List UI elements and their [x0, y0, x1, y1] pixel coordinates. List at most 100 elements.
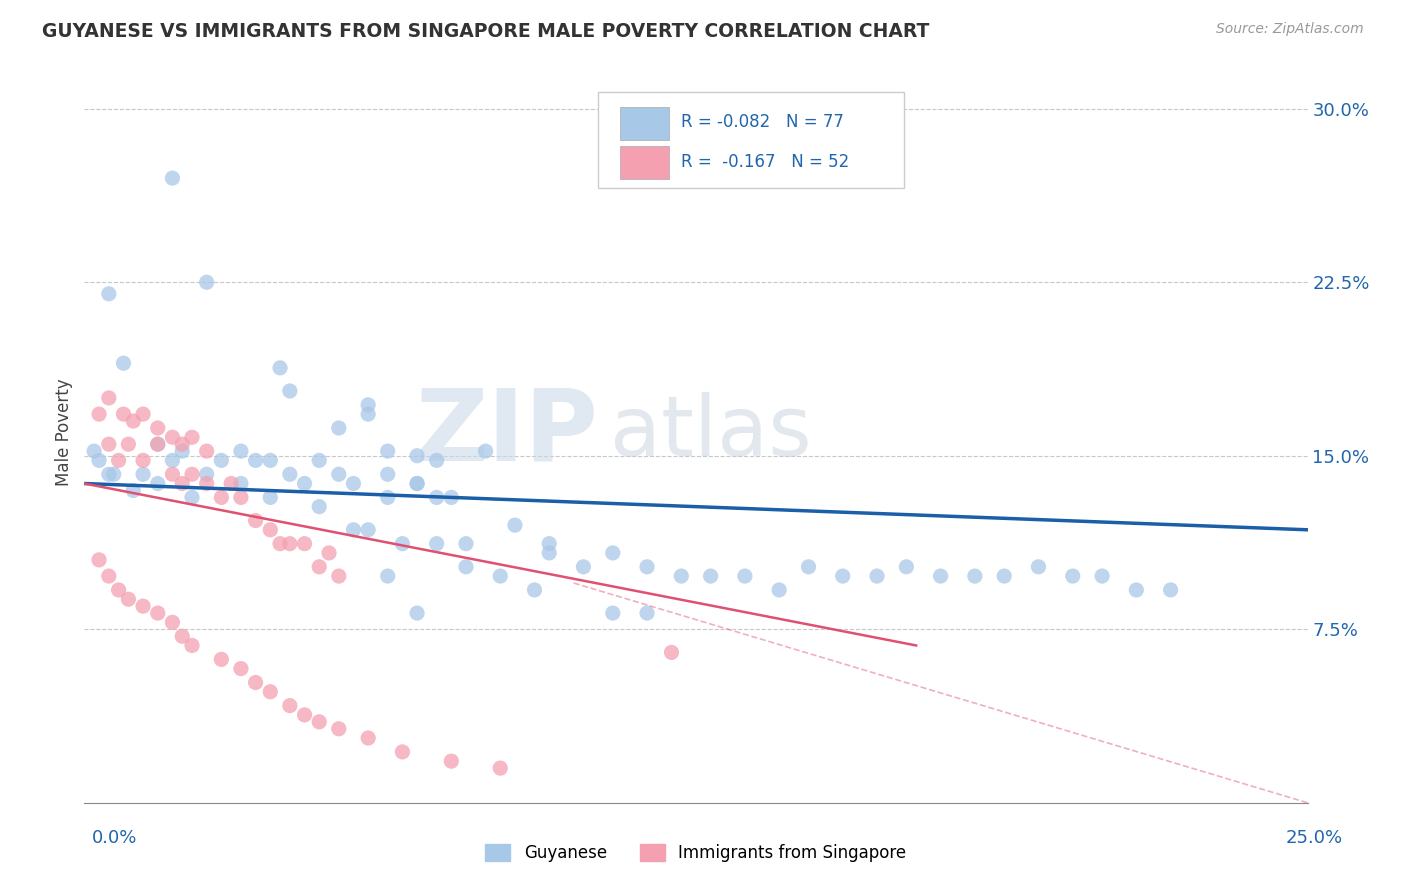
Point: [294, 536, 316, 550]
Point: [162, 430, 184, 444]
Point: [181, 491, 204, 505]
Point: [209, 491, 232, 505]
Point: [172, 476, 194, 491]
Point: [181, 430, 204, 444]
Point: [1125, 582, 1147, 597]
Point: [538, 536, 561, 550]
Point: [636, 559, 658, 574]
Point: [328, 421, 350, 435]
Point: [1028, 559, 1050, 574]
Point: [391, 536, 413, 550]
Text: atlas: atlas: [610, 392, 813, 473]
Point: [278, 467, 301, 482]
Point: [103, 467, 125, 482]
Point: [172, 444, 194, 458]
Point: [671, 569, 693, 583]
Point: [797, 559, 820, 574]
Text: R =  -0.167   N = 52: R = -0.167 N = 52: [682, 153, 849, 170]
Point: [357, 523, 380, 537]
Text: 25.0%: 25.0%: [1285, 829, 1343, 847]
Point: [97, 286, 120, 301]
Point: [245, 514, 267, 528]
Point: [122, 414, 145, 428]
FancyBboxPatch shape: [620, 107, 669, 140]
Point: [146, 476, 169, 491]
Point: [83, 444, 105, 458]
Point: [426, 491, 449, 505]
Y-axis label: Male Poverty: Male Poverty: [55, 379, 73, 486]
Point: [112, 356, 135, 370]
Point: [328, 467, 350, 482]
Point: [602, 546, 624, 560]
Point: [97, 569, 120, 583]
Point: [426, 536, 449, 550]
Point: [406, 606, 429, 620]
Point: [195, 476, 218, 491]
Text: 0.0%: 0.0%: [91, 829, 136, 847]
Point: [699, 569, 721, 583]
Point: [172, 437, 194, 451]
Point: [172, 629, 194, 643]
Point: [195, 467, 218, 482]
Point: [245, 453, 267, 467]
FancyBboxPatch shape: [620, 146, 669, 179]
Point: [489, 761, 512, 775]
Point: [132, 453, 155, 467]
Point: [278, 536, 301, 550]
Point: [146, 421, 169, 435]
Point: [278, 698, 301, 713]
Point: [209, 453, 232, 467]
Point: [195, 444, 218, 458]
Point: [440, 491, 463, 505]
Point: [132, 467, 155, 482]
Point: [259, 453, 281, 467]
Point: [866, 569, 889, 583]
Point: [229, 444, 252, 458]
Point: [503, 518, 526, 533]
Point: [377, 491, 399, 505]
Legend: Guyanese, Immigrants from Singapore: Guyanese, Immigrants from Singapore: [478, 837, 914, 869]
Point: [181, 639, 204, 653]
Point: [259, 491, 281, 505]
Point: [328, 569, 350, 583]
Point: [308, 500, 330, 514]
Point: [426, 453, 449, 467]
Point: [87, 553, 110, 567]
Point: [342, 476, 364, 491]
Point: [87, 453, 110, 467]
Point: [195, 275, 218, 289]
Point: [993, 569, 1015, 583]
Point: [357, 398, 380, 412]
Point: [117, 592, 139, 607]
Text: GUYANESE VS IMMIGRANTS FROM SINGAPORE MALE POVERTY CORRELATION CHART: GUYANESE VS IMMIGRANTS FROM SINGAPORE MA…: [42, 22, 929, 41]
Point: [768, 582, 790, 597]
Point: [489, 569, 512, 583]
Point: [831, 569, 853, 583]
Point: [122, 483, 145, 498]
Point: [734, 569, 756, 583]
Point: [308, 714, 330, 729]
Text: Source: ZipAtlas.com: Source: ZipAtlas.com: [1216, 22, 1364, 37]
Point: [406, 476, 429, 491]
Point: [229, 491, 252, 505]
Point: [97, 467, 120, 482]
Point: [132, 407, 155, 421]
Point: [308, 453, 330, 467]
Text: ZIP: ZIP: [415, 384, 598, 481]
Point: [377, 467, 399, 482]
Point: [209, 652, 232, 666]
Point: [245, 675, 267, 690]
Point: [146, 606, 169, 620]
Point: [146, 437, 169, 451]
Point: [162, 467, 184, 482]
Point: [357, 407, 380, 421]
Point: [1062, 569, 1084, 583]
Point: [328, 722, 350, 736]
Point: [112, 407, 135, 421]
Point: [97, 391, 120, 405]
Point: [896, 559, 918, 574]
Point: [602, 606, 624, 620]
Point: [97, 437, 120, 451]
Point: [661, 645, 683, 659]
Point: [342, 523, 364, 537]
